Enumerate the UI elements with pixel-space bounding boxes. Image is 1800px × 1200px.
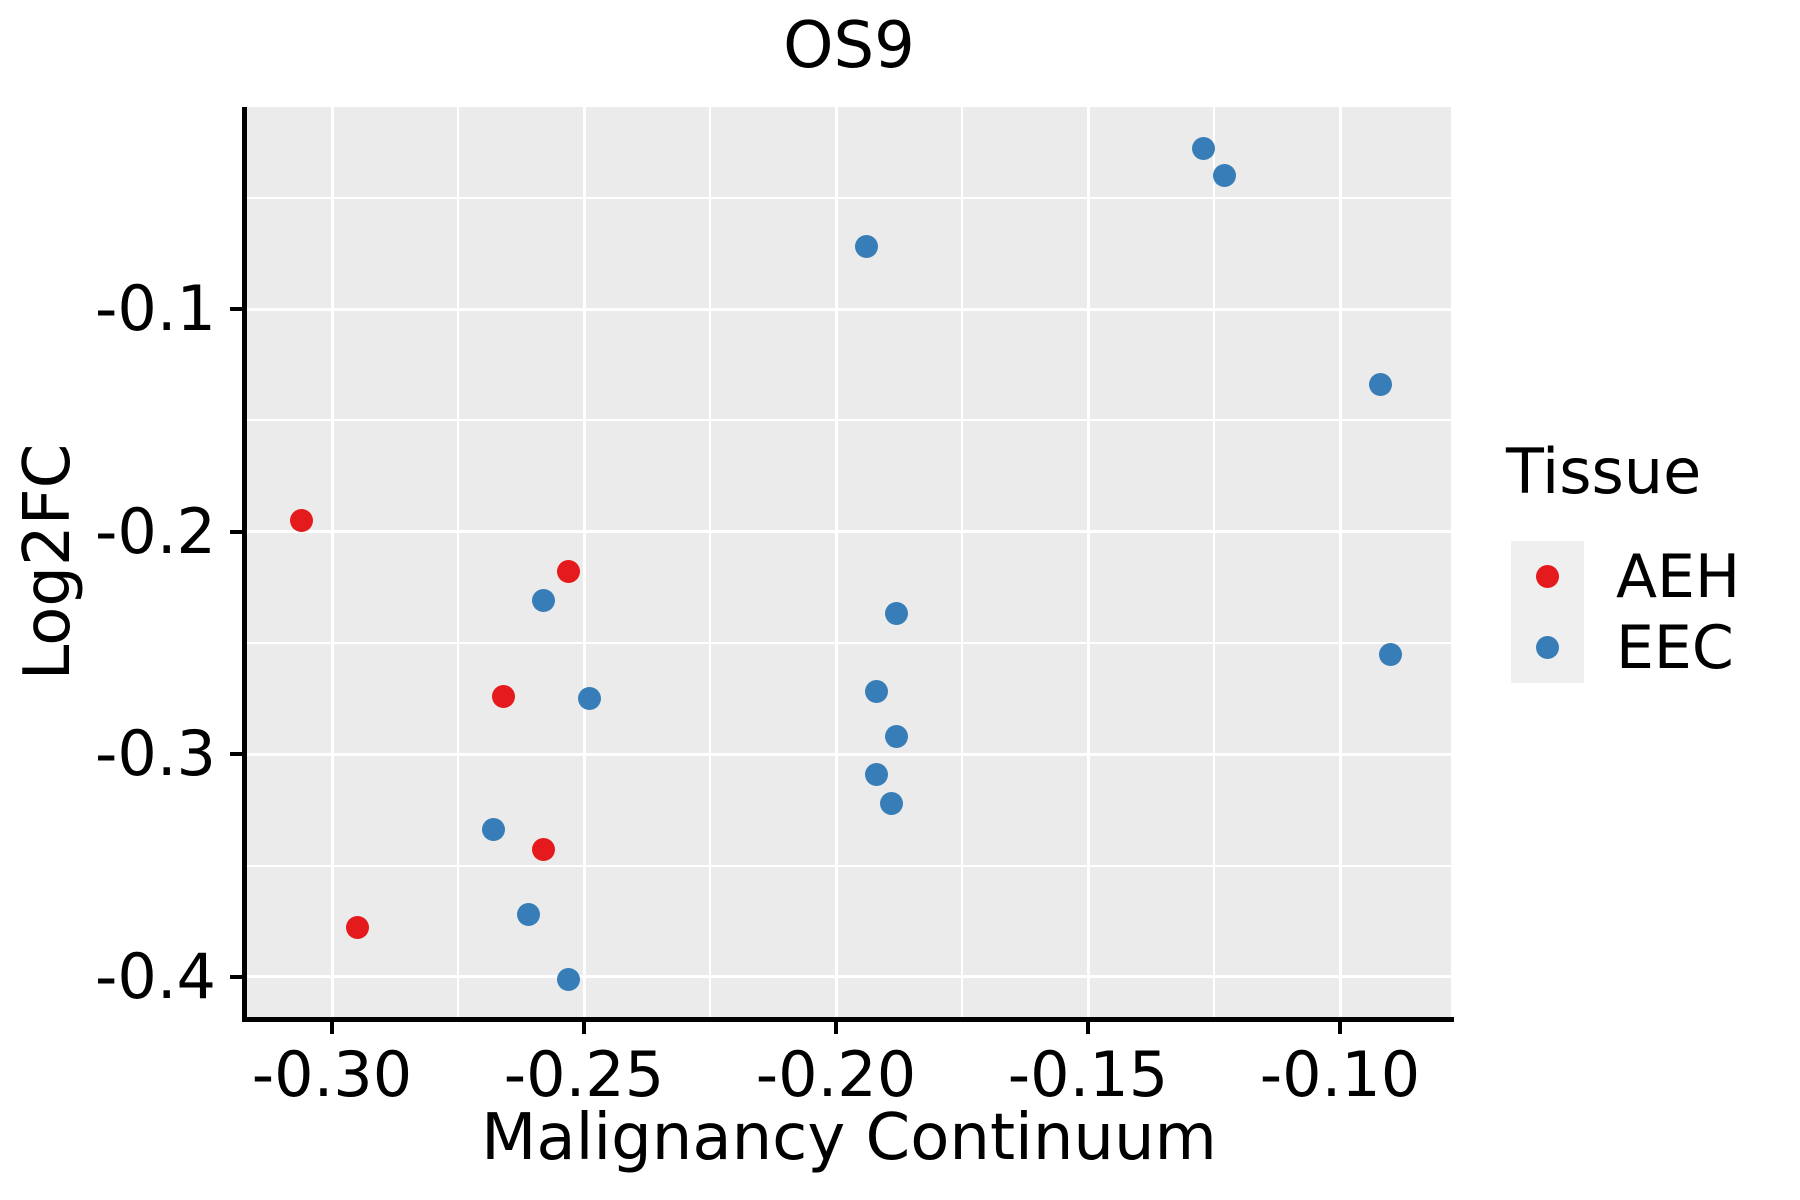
x-tick-label: -0.10 (1259, 1038, 1421, 1111)
x-tick-label: -0.15 (1007, 1038, 1169, 1111)
x-tick-mark (834, 1022, 838, 1034)
minor-gridline-horizontal (247, 641, 1451, 644)
legend-title: Tissue (1506, 435, 1702, 508)
legend-dot-eec (1536, 636, 1559, 659)
data-point-eec (481, 818, 505, 842)
major-gridline-vertical (1086, 107, 1090, 1018)
plot-panel (247, 107, 1451, 1018)
y-tick-label: -0.2 (95, 494, 216, 568)
y-tick-label: -0.1 (95, 272, 216, 345)
y-tick-mark (230, 529, 242, 534)
major-gridline-horizontal (247, 752, 1451, 756)
data-point-eec (879, 791, 903, 815)
data-point-eec (854, 235, 878, 259)
y-tick-mark (230, 307, 242, 311)
minor-gridline-horizontal (247, 196, 1451, 199)
minor-gridline-vertical (961, 107, 963, 1018)
y-axis-line (242, 107, 247, 1022)
data-point-eec (577, 687, 601, 711)
data-point-aeh (345, 916, 369, 940)
major-gridline-vertical (834, 107, 838, 1018)
major-gridline-vertical (1338, 107, 1342, 1018)
major-gridline-horizontal (247, 530, 1451, 534)
data-point-eec (884, 602, 908, 626)
data-point-eec (884, 724, 908, 748)
y-axis-label: Log2FC (11, 443, 85, 681)
data-point-aeh (532, 838, 556, 862)
legend-label-eec: EEC (1616, 613, 1734, 683)
y-tick-mark (230, 974, 242, 979)
data-point-aeh (491, 684, 515, 708)
legend-label-aeh: AEH (1616, 542, 1741, 612)
data-point-eec (1192, 137, 1216, 161)
y-tick-label: -0.4 (95, 939, 216, 1013)
x-axis-line (242, 1017, 1454, 1022)
data-point-eec (1378, 642, 1402, 666)
data-point-eec (864, 680, 888, 704)
data-point-eec (1368, 373, 1392, 397)
major-gridline-vertical (330, 107, 334, 1018)
legend-dot-aeh (1536, 565, 1559, 588)
y-tick-label: -0.3 (95, 717, 216, 791)
x-tick-mark (582, 1022, 586, 1034)
plot-title: OS9 (783, 9, 915, 83)
minor-gridline-horizontal (247, 419, 1451, 422)
data-point-aeh (557, 560, 581, 584)
data-point-eec (517, 902, 541, 926)
data-point-aeh (290, 508, 314, 532)
x-axis-label: Malignancy Continuum (481, 1101, 1217, 1175)
y-tick-mark (230, 752, 242, 757)
x-tick-label: -0.20 (755, 1038, 917, 1111)
data-point-eec (1212, 163, 1236, 187)
minor-gridline-vertical (457, 107, 459, 1018)
x-tick-mark (1338, 1022, 1342, 1034)
minor-gridline-horizontal (247, 864, 1451, 867)
x-tick-label: -0.25 (503, 1038, 665, 1111)
data-point-eec (557, 967, 581, 991)
data-point-eec (864, 762, 888, 786)
minor-gridline-vertical (709, 107, 711, 1018)
x-tick-label: -0.30 (251, 1038, 413, 1111)
major-gridline-horizontal (247, 975, 1451, 979)
data-point-eec (532, 589, 556, 613)
x-tick-mark (330, 1022, 334, 1034)
major-gridline-vertical (582, 107, 586, 1018)
minor-gridline-vertical (1213, 107, 1215, 1018)
major-gridline-horizontal (247, 307, 1451, 311)
x-tick-mark (1086, 1022, 1090, 1034)
